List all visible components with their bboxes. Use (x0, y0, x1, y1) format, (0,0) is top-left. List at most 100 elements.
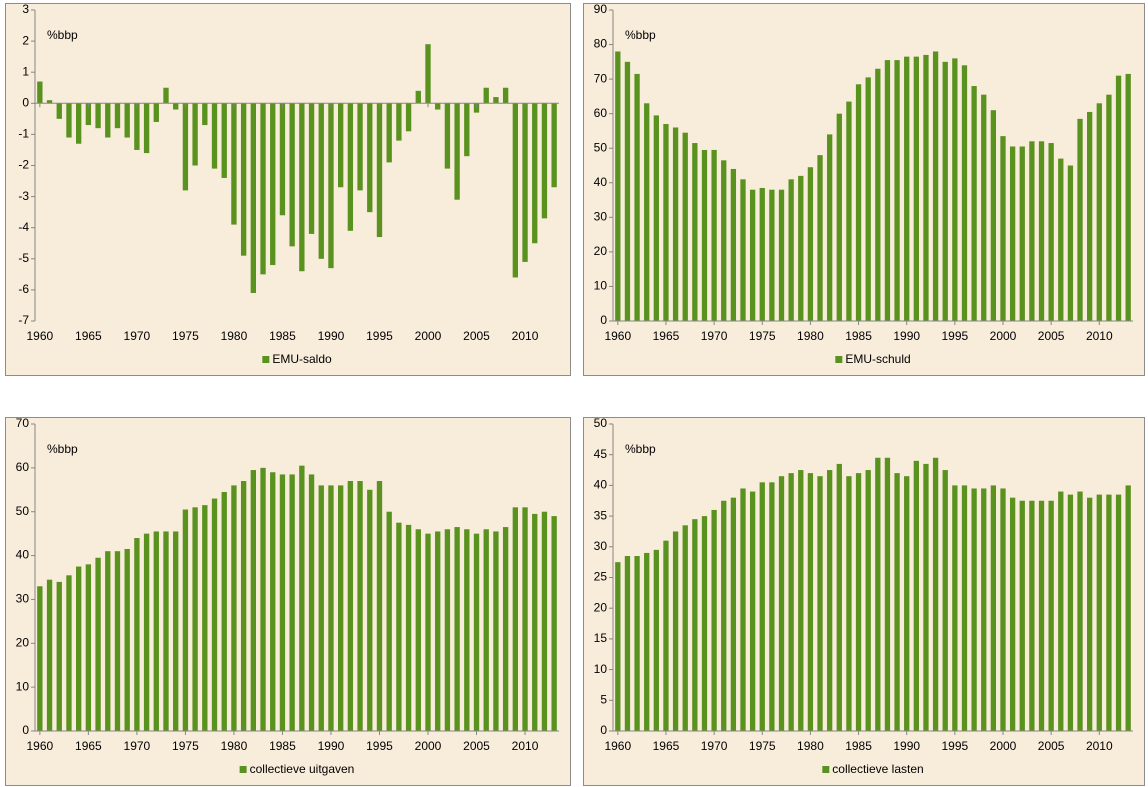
bar (884, 457, 891, 731)
bar (788, 473, 794, 731)
bar (798, 175, 804, 321)
bar (46, 100, 53, 104)
bar (231, 103, 237, 225)
bar (211, 498, 218, 731)
bar (367, 103, 373, 213)
x-tick-label: 1985 (269, 329, 296, 343)
bar (624, 61, 631, 321)
bar (827, 470, 833, 731)
bar (444, 103, 451, 169)
bar (522, 507, 528, 731)
bar (192, 507, 198, 731)
bar (95, 103, 101, 129)
bar (740, 179, 746, 321)
y-tick-label: 10 (16, 679, 30, 693)
bar (1096, 494, 1102, 731)
chart-panel: 0 5 10 15 20 25 30 35 40 45 50 1960 1965 1970 1975 1980… (583, 416, 1145, 786)
bar (923, 54, 929, 322)
bar (682, 132, 688, 321)
x-tick-label: 1995 (366, 329, 393, 343)
bar (502, 527, 509, 731)
bar (347, 103, 354, 231)
bar (1096, 103, 1102, 321)
bar (435, 531, 441, 731)
bar (260, 467, 266, 731)
bar (299, 103, 305, 272)
bar (551, 516, 557, 731)
bar (512, 103, 519, 278)
bar (66, 575, 72, 731)
bar (788, 179, 794, 321)
bar (653, 115, 659, 322)
x-tick-label: 1960 (604, 329, 631, 343)
bar (672, 127, 679, 321)
bar (827, 134, 833, 321)
bar (749, 491, 756, 731)
y-tick-label: 3 (22, 2, 29, 16)
bar (672, 531, 679, 731)
bar (328, 103, 334, 269)
bar (932, 457, 939, 731)
bar (817, 155, 823, 321)
bar (367, 489, 373, 731)
x-tick-label: 1975 (172, 329, 199, 343)
bar (464, 529, 470, 731)
bar (105, 103, 111, 138)
bar (75, 566, 82, 731)
bar (405, 524, 412, 731)
bar (483, 87, 489, 104)
bar (990, 485, 997, 731)
bar (1000, 136, 1006, 321)
bar (444, 529, 451, 731)
bar (143, 103, 150, 154)
bar (425, 44, 431, 104)
bar (415, 529, 421, 731)
x-tick-label: 1960 (27, 329, 54, 343)
bar (502, 87, 509, 104)
bar (260, 103, 266, 275)
x-tick-label: 1965 (653, 739, 680, 753)
bar (124, 103, 130, 138)
bar (865, 470, 871, 731)
bar (386, 511, 392, 731)
bar (692, 519, 698, 731)
bar (721, 500, 727, 731)
panel-background (5, 3, 571, 376)
bar (173, 103, 179, 110)
y-tick-label: 20 (594, 600, 608, 614)
x-tick-label: 1970 (124, 739, 151, 753)
bar (357, 103, 363, 191)
bar (1038, 141, 1045, 321)
bar (308, 103, 315, 234)
y-tick-label: 30 (16, 592, 30, 606)
bar (279, 474, 286, 731)
bar (875, 68, 881, 321)
bar (85, 564, 92, 731)
bar (817, 476, 823, 731)
bar (114, 551, 121, 731)
y-tick-label: -1 (18, 127, 29, 141)
bar (318, 485, 324, 731)
bar (846, 476, 852, 731)
legend-swatch (835, 356, 843, 363)
bar (279, 103, 286, 216)
bar (769, 189, 775, 321)
bar (454, 527, 460, 731)
bar (173, 531, 179, 731)
x-tick-label: 1970 (124, 329, 151, 343)
bar (721, 160, 727, 321)
bar (182, 103, 189, 191)
bar (318, 103, 324, 259)
bar (512, 507, 519, 731)
y-tick-label: 20 (594, 244, 608, 258)
bar (855, 84, 862, 322)
bar (396, 103, 402, 141)
bar (913, 56, 919, 322)
bar (904, 476, 910, 731)
legend-label: collectieve lasten (832, 762, 923, 776)
bar (37, 586, 43, 731)
bar (105, 551, 111, 731)
bar (778, 189, 785, 321)
bar (376, 103, 383, 238)
